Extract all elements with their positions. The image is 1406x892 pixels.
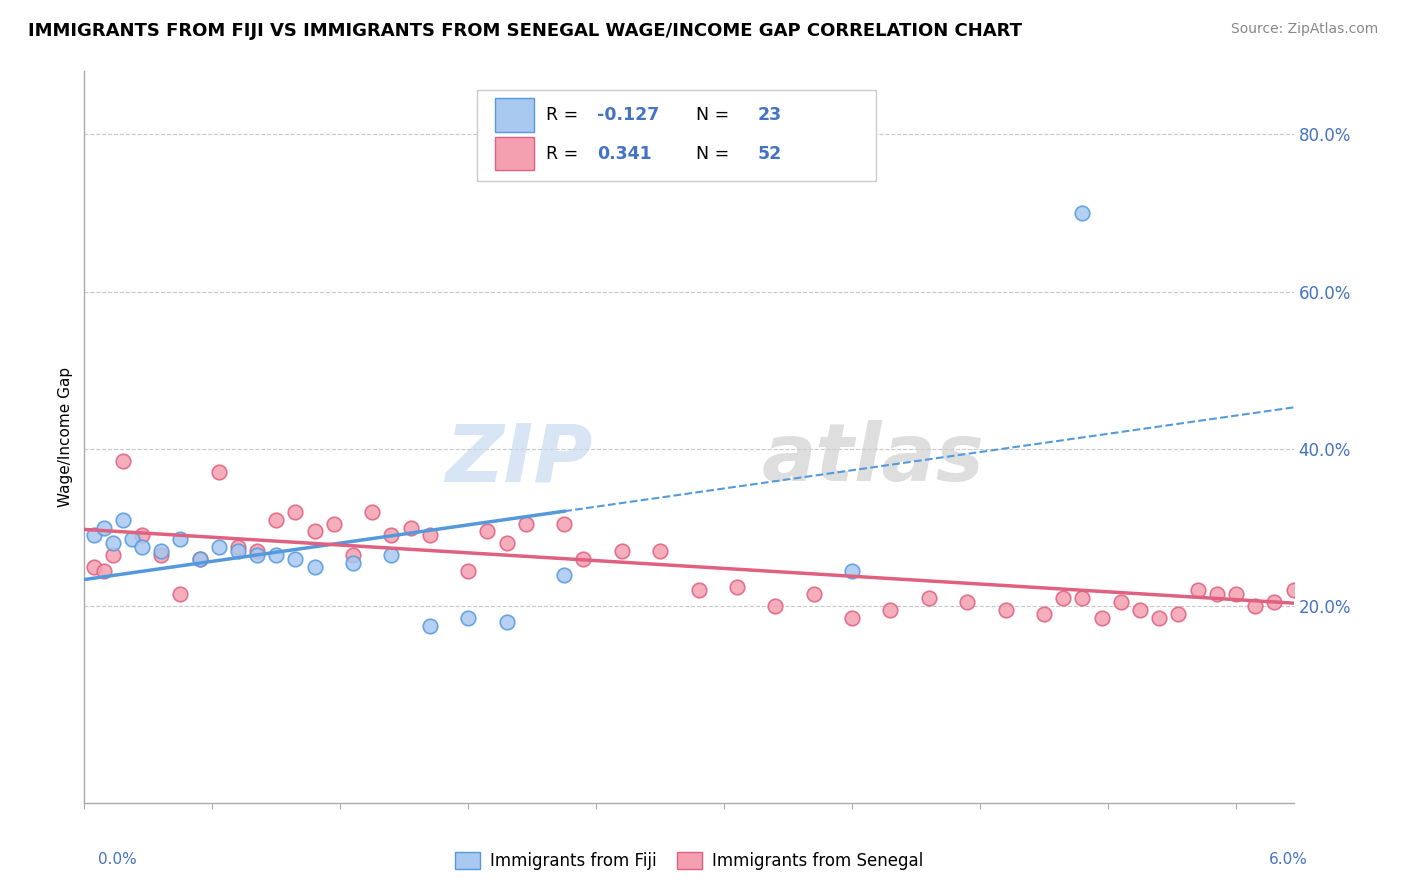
Point	[1225, 587, 1247, 601]
Point	[419, 528, 441, 542]
Point	[1167, 607, 1189, 621]
Point	[457, 611, 479, 625]
Point	[93, 564, 115, 578]
Text: R =: R =	[547, 106, 583, 124]
Point	[1033, 607, 1056, 621]
Point	[1244, 599, 1267, 614]
Point	[688, 583, 710, 598]
Point	[83, 559, 105, 574]
Point	[284, 505, 307, 519]
Point	[169, 587, 191, 601]
Point	[101, 536, 124, 550]
Legend: Immigrants from Fiji, Immigrants from Senegal: Immigrants from Fiji, Immigrants from Se…	[447, 844, 931, 879]
Point	[879, 603, 901, 617]
Point	[246, 548, 269, 562]
Text: -0.127: -0.127	[598, 106, 659, 124]
Point	[150, 544, 173, 558]
Text: IMMIGRANTS FROM FIJI VS IMMIGRANTS FROM SENEGAL WAGE/INCOME GAP CORRELATION CHAR: IMMIGRANTS FROM FIJI VS IMMIGRANTS FROM …	[28, 22, 1022, 40]
Point	[1129, 603, 1152, 617]
FancyBboxPatch shape	[495, 98, 534, 132]
Point	[304, 524, 326, 539]
Point	[188, 552, 211, 566]
Point	[477, 524, 499, 539]
Point	[131, 540, 153, 554]
Point	[342, 556, 364, 570]
Point	[841, 611, 863, 625]
Point	[322, 516, 344, 531]
Point	[725, 580, 748, 594]
Point	[419, 619, 441, 633]
Point	[121, 533, 143, 547]
Point	[380, 548, 402, 562]
Point	[399, 520, 422, 534]
Text: 23: 23	[758, 106, 782, 124]
Text: atlas: atlas	[762, 420, 984, 498]
Text: 0.341: 0.341	[598, 145, 652, 162]
FancyBboxPatch shape	[478, 90, 876, 181]
Text: N =: N =	[685, 106, 735, 124]
Point	[83, 528, 105, 542]
Point	[572, 552, 595, 566]
Point	[918, 591, 941, 606]
Point	[1292, 434, 1315, 448]
Text: Source: ZipAtlas.com: Source: ZipAtlas.com	[1230, 22, 1378, 37]
Point	[1147, 611, 1170, 625]
Point	[1205, 587, 1227, 601]
Point	[956, 595, 979, 609]
Point	[150, 548, 173, 562]
Point	[101, 548, 124, 562]
Text: ZIP: ZIP	[444, 420, 592, 498]
Point	[380, 528, 402, 542]
Point	[93, 520, 115, 534]
Point	[342, 548, 364, 562]
Point	[610, 544, 633, 558]
Point	[803, 587, 825, 601]
Point	[994, 603, 1017, 617]
Point	[1071, 206, 1094, 220]
Text: R =: R =	[547, 145, 583, 162]
Point	[304, 559, 326, 574]
Point	[650, 544, 672, 558]
Y-axis label: Wage/Income Gap: Wage/Income Gap	[58, 367, 73, 508]
Point	[515, 516, 537, 531]
Point	[111, 513, 134, 527]
FancyBboxPatch shape	[495, 136, 534, 170]
Point	[208, 540, 231, 554]
Point	[266, 513, 288, 527]
Point	[495, 536, 517, 550]
Point	[246, 544, 269, 558]
Point	[1071, 591, 1094, 606]
Point	[457, 564, 479, 578]
Point	[284, 552, 307, 566]
Point	[266, 548, 288, 562]
Point	[553, 567, 575, 582]
Point	[841, 564, 863, 578]
Point	[1052, 591, 1074, 606]
Point	[169, 533, 191, 547]
Point	[361, 505, 384, 519]
Point	[208, 466, 231, 480]
Point	[763, 599, 786, 614]
Point	[111, 453, 134, 467]
Point	[553, 516, 575, 531]
Point	[226, 540, 249, 554]
Point	[1187, 583, 1209, 598]
Point	[1263, 595, 1285, 609]
Point	[226, 544, 249, 558]
Text: 52: 52	[758, 145, 782, 162]
Text: N =: N =	[685, 145, 735, 162]
Text: 0.0%: 0.0%	[98, 852, 138, 867]
Point	[1282, 583, 1305, 598]
Text: 6.0%: 6.0%	[1268, 852, 1308, 867]
Point	[188, 552, 211, 566]
Point	[1109, 595, 1132, 609]
Point	[131, 528, 153, 542]
Point	[495, 615, 517, 629]
Point	[1090, 611, 1112, 625]
